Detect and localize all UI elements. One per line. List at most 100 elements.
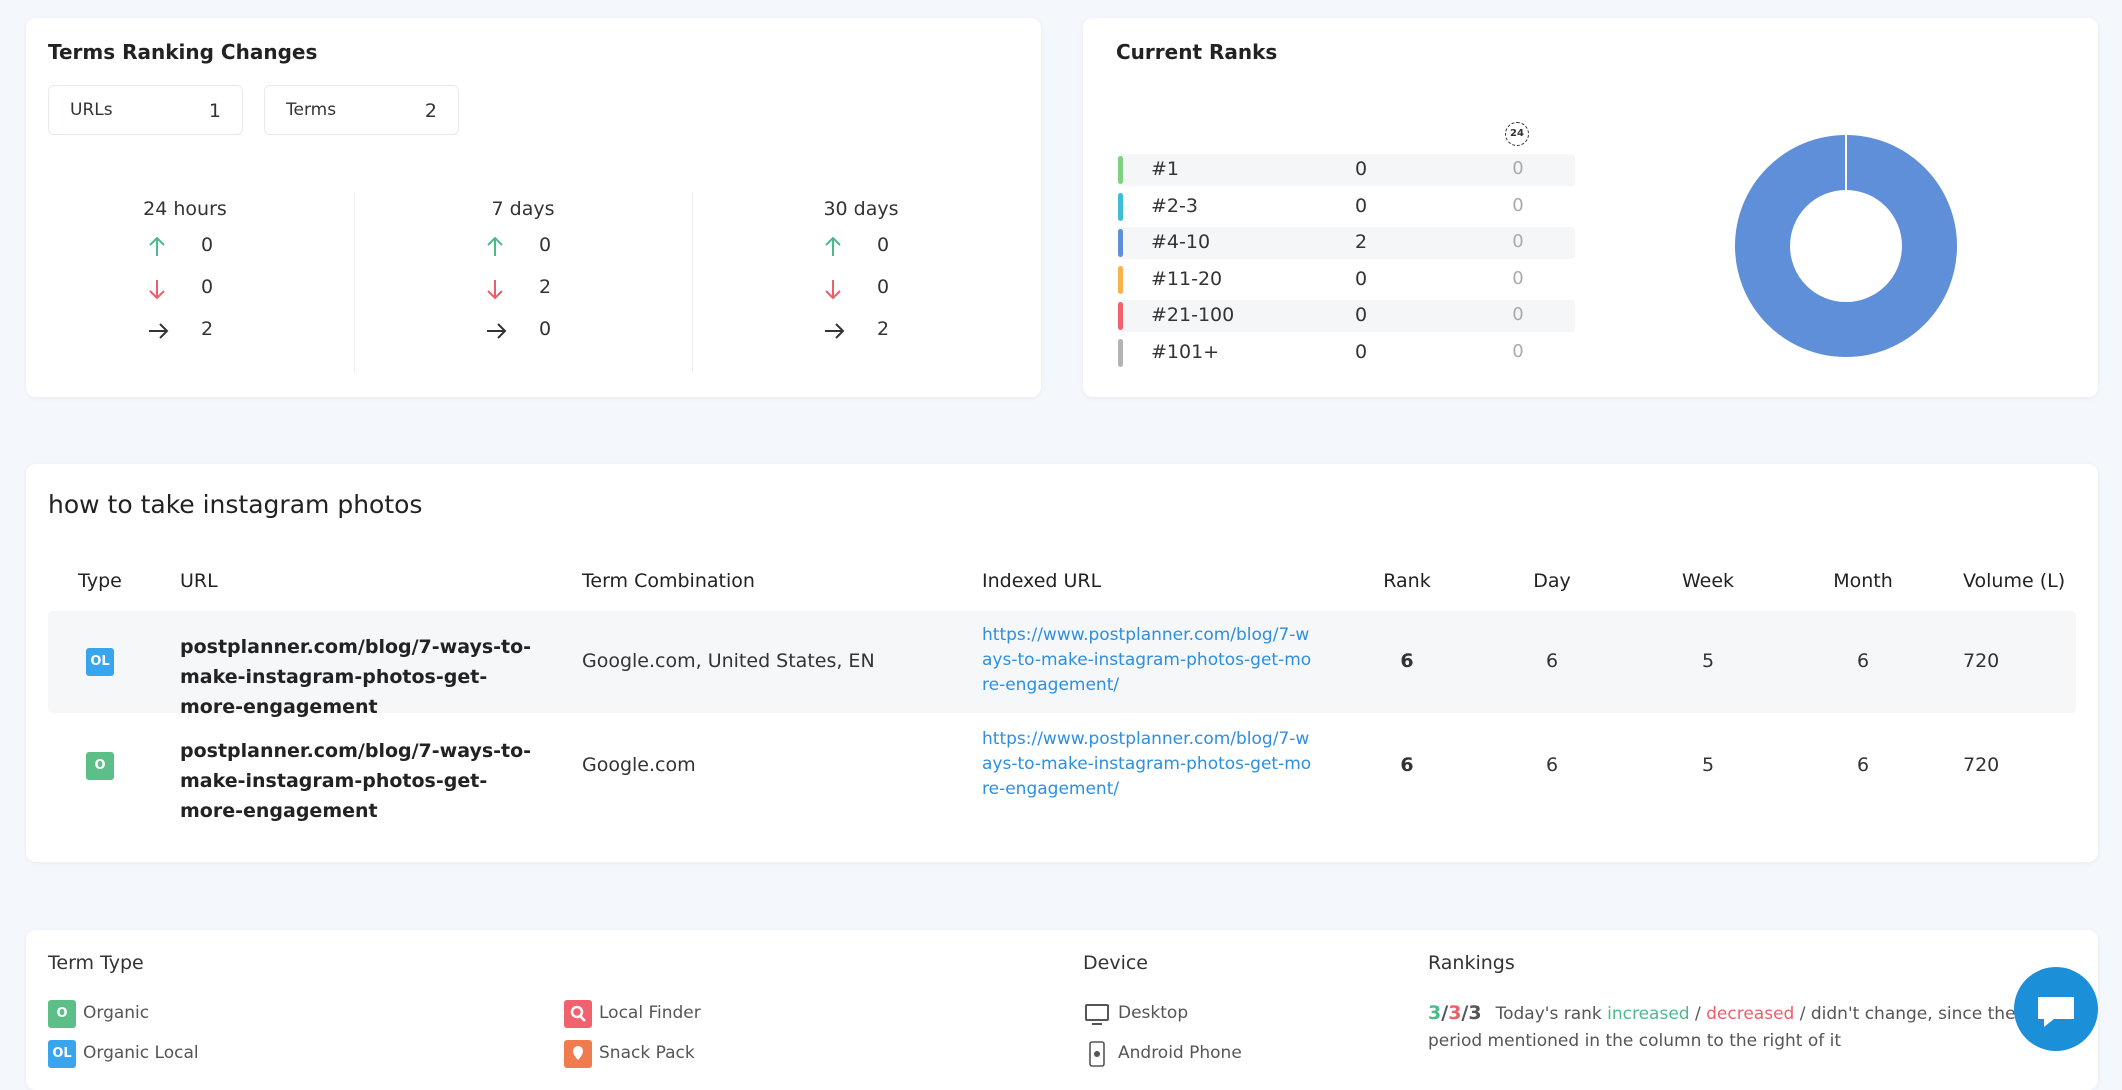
rank-count: 0 (1354, 194, 1368, 217)
indexed-url[interactable]: https://www.postplanner.com/blog/7-ways-… (982, 729, 1312, 799)
column-header: Month (1833, 570, 1893, 592)
type-label: Organic Local (83, 1043, 199, 1063)
column-header: Week (1681, 570, 1735, 592)
rank-color (1118, 302, 1123, 330)
rank-change: 0 (1512, 194, 1524, 216)
url: postplanner.com/blog/7-ways-to-make-inst… (180, 636, 532, 718)
column-header: Term Combination (582, 570, 755, 592)
rank-color (1118, 265, 1123, 294)
arrow-down (487, 280, 503, 300)
filter-value: 2 (424, 100, 437, 122)
change-count: 0 (877, 276, 890, 298)
rank-color (1118, 156, 1123, 184)
cell-week: 5 (1701, 754, 1715, 776)
arrow-down (825, 280, 841, 300)
change-count: 0 (201, 234, 214, 256)
change-count: 2 (539, 276, 552, 298)
arrow-up (487, 236, 503, 256)
column-header: Day (1533, 570, 1571, 592)
filter-value: 1 (208, 100, 221, 122)
divider (354, 192, 355, 372)
type-icon: OL (86, 648, 114, 676)
change-count: 2 (877, 318, 890, 340)
type-icon: O (48, 1000, 76, 1028)
filter-box[interactable]: URLs 1 (48, 85, 243, 135)
filter-label: Terms (286, 100, 337, 120)
rank-change: 0 (1512, 158, 1524, 179)
rank-change: 0 (1512, 304, 1524, 325)
search-icon (570, 1005, 586, 1022)
device-label: Desktop (1118, 1003, 1189, 1023)
type-label: Organic (83, 1003, 150, 1023)
arrow-same (487, 323, 507, 339)
rankings-explanation: 3/3/3 Today's rank increased / decreased … (1428, 1000, 2028, 1055)
column-header: Indexed URL (982, 570, 1102, 592)
change-count: 0 (201, 276, 214, 298)
legend-title: Term Type (48, 952, 144, 974)
type-label: Local Finder (599, 1003, 701, 1023)
column-header: Volume (L) (1963, 570, 2066, 592)
arrow-same (149, 323, 169, 339)
rank-label: #21-100 (1151, 304, 1235, 326)
row-bg (48, 611, 2076, 713)
type-icon: O (86, 752, 114, 780)
separator: / (1441, 1002, 1449, 1024)
rank-count: 0 (1354, 340, 1368, 363)
type-icon (564, 1040, 592, 1068)
column-header: Type (78, 570, 122, 592)
cell-month: 6 (1856, 650, 1870, 672)
cell-day: 6 (1545, 754, 1559, 776)
rank-label: #101+ (1151, 340, 1220, 363)
cell-week: 5 (1701, 650, 1715, 672)
url: postplanner.com/blog/7-ways-to-make-inst… (180, 740, 532, 822)
cell-volume: 720 (1963, 754, 2000, 776)
explanation-part: / didn't change, since the period mentio… (1428, 1004, 2016, 1051)
explanation-part: decreased (1706, 1004, 1795, 1024)
arrow-down (149, 280, 165, 300)
cell-volume: 720 (1963, 650, 2000, 672)
sample-value: 3 (1428, 1002, 1442, 1024)
rank-label: #2-3 (1151, 194, 1198, 217)
term: Google.com (582, 754, 696, 776)
chat-button[interactable] (2014, 967, 2098, 1051)
explanation-part: increased (1607, 1004, 1690, 1024)
rank-change: 0 (1512, 267, 1524, 289)
filter-box[interactable]: Terms 2 (264, 85, 459, 135)
rank-color (1118, 192, 1123, 221)
device-icon (1089, 1041, 1105, 1067)
row-bg (1118, 227, 1575, 259)
period-label: 7 days (491, 198, 555, 220)
cell-month: 6 (1856, 754, 1870, 776)
change-count: 0 (877, 234, 890, 256)
card-title: Current Ranks (1116, 40, 1278, 64)
cell-rank: 6 (1400, 650, 1414, 672)
rank-count: 0 (1354, 304, 1368, 326)
type-icon: OL (48, 1040, 76, 1068)
change-count: 2 (201, 318, 214, 340)
rank-label: #11-20 (1151, 267, 1223, 290)
change-count: 0 (539, 234, 552, 256)
indexed-url[interactable]: https://www.postplanner.com/blog/7-ways-… (982, 625, 1312, 695)
period-label: 30 days (823, 198, 899, 220)
rank-count: 0 (1354, 267, 1368, 290)
legend-title: Rankings (1428, 952, 1515, 974)
rank-change: 0 (1512, 231, 1524, 252)
cell-day: 6 (1545, 650, 1559, 672)
column-header: Rank (1383, 570, 1431, 592)
cell-rank: 6 (1400, 754, 1414, 776)
period-label: 24 hours (143, 198, 227, 220)
arrow-same (825, 323, 845, 339)
separator: / (1461, 1002, 1469, 1024)
change-count: 0 (539, 318, 552, 340)
ranking-changes-card: Terms Ranking Changes URLs 1 Terms 2 24 hour… (26, 18, 1041, 397)
column-header: URL (180, 570, 218, 592)
type-label: Snack Pack (599, 1043, 695, 1063)
rank-color (1118, 338, 1123, 367)
row-bg (1118, 154, 1575, 186)
rank-count: 0 (1354, 158, 1368, 180)
chat-icon (2038, 997, 2074, 1027)
sample-value: 3 (1448, 1002, 1462, 1024)
pin-icon (573, 1046, 583, 1060)
legend-title: Device (1083, 952, 1148, 974)
row-bg (1118, 300, 1575, 332)
